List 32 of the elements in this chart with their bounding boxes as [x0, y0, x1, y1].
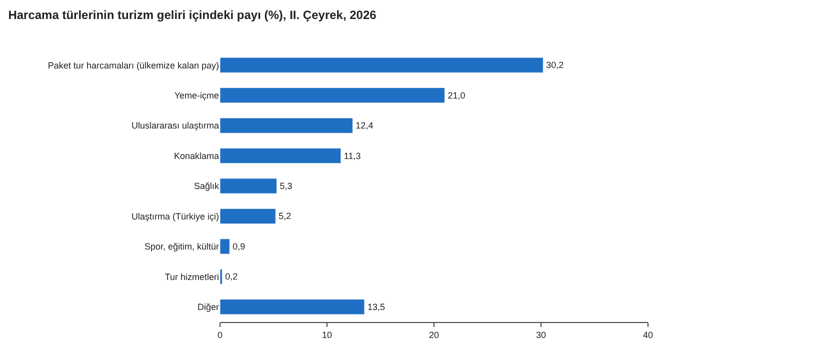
data-label: 0,2 [225, 272, 238, 282]
data-label: 0,9 [232, 241, 246, 252]
bar [220, 118, 353, 134]
y-tick-label: Paket tur harcamaları (ülkemize kalan pay) [48, 60, 219, 70]
data-label: 5,3 [280, 181, 292, 191]
data-label: 13,5 [367, 302, 385, 312]
y-tick-label: Ulaştırma (Türkiye içi) [131, 211, 219, 222]
bar [220, 208, 276, 224]
x-tick-label: 40 [642, 330, 654, 340]
bar [220, 148, 342, 164]
data-label: 5,2 [278, 211, 292, 222]
bar [220, 88, 445, 104]
bar [220, 299, 365, 315]
data-label: 12,4 [356, 120, 374, 131]
x-tick-label: 0 [217, 330, 223, 340]
bar [220, 178, 277, 194]
y-tick-label: Uluslararası ulaştırma [131, 120, 219, 131]
x-tick-label: 10 [322, 330, 332, 340]
data-label: 30,2 [546, 60, 564, 70]
x-tick-label: 20 [428, 330, 440, 340]
data-label: 11,3 [344, 150, 361, 161]
bar [220, 238, 230, 254]
x-tick-label: 30 [536, 330, 546, 340]
bar [220, 57, 544, 73]
data-label: 21,0 [448, 90, 466, 100]
y-tick-label: Yeme-içme [174, 90, 219, 100]
y-tick-label: Spor, eğitim, kültür [144, 242, 220, 252]
y-tick-label: Tur hizmetleri [164, 272, 219, 282]
y-tick-label: Diğer [197, 302, 219, 312]
chart-title: Harcama türlerinin turizm geliri içindeki payı (%), II. Çeyrek, 2026 [8, 8, 377, 22]
y-tick-label: Sağlık [194, 181, 220, 192]
y-tick-label: Konaklama [174, 150, 219, 161]
